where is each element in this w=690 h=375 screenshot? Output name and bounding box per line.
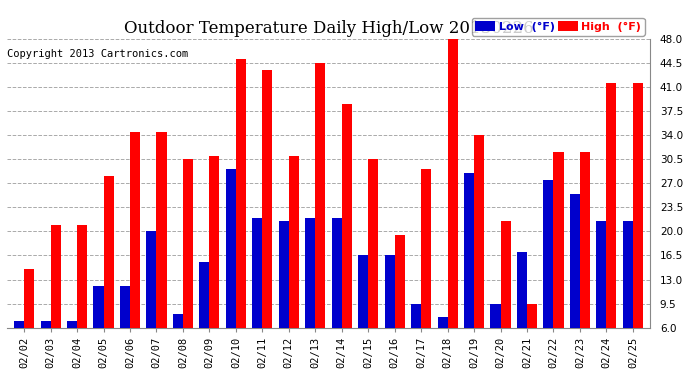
Bar (50, 225, 61, 369)
Bar (491, 304, 500, 369)
Bar (358, 255, 368, 369)
Bar (253, 217, 262, 369)
Bar (633, 83, 643, 369)
Bar (24, 269, 34, 369)
Bar (305, 217, 315, 369)
Bar (500, 221, 511, 369)
Bar (570, 194, 580, 369)
Bar (236, 59, 246, 369)
Bar (384, 255, 395, 369)
Bar (332, 217, 342, 369)
Bar (342, 104, 352, 369)
Bar (448, 39, 457, 369)
Bar (421, 170, 431, 369)
Bar (120, 286, 130, 369)
Bar (226, 170, 236, 369)
Bar (183, 159, 193, 369)
Bar (289, 156, 299, 369)
Bar (67, 321, 77, 369)
Bar (279, 221, 289, 369)
Bar (77, 225, 87, 369)
Title: Outdoor Temperature Daily High/Low 20130226: Outdoor Temperature Daily High/Low 20130… (124, 20, 533, 37)
Bar (517, 252, 527, 369)
Bar (262, 70, 273, 369)
Bar (14, 321, 24, 369)
Bar (315, 63, 326, 369)
Bar (474, 135, 484, 369)
Bar (173, 314, 183, 369)
Bar (130, 132, 140, 369)
Bar (93, 286, 104, 369)
Bar (368, 159, 378, 369)
Text: Copyright 2013 Cartronics.com: Copyright 2013 Cartronics.com (7, 49, 188, 59)
Legend: Low  (°F), High  (°F): Low (°F), High (°F) (472, 18, 644, 36)
Bar (157, 132, 166, 369)
Bar (580, 152, 590, 369)
Bar (104, 176, 114, 369)
Bar (41, 321, 50, 369)
Bar (146, 231, 157, 369)
Bar (596, 221, 607, 369)
Bar (527, 304, 537, 369)
Bar (199, 262, 209, 369)
Bar (607, 83, 616, 369)
Bar (411, 304, 421, 369)
Bar (395, 235, 405, 369)
Bar (623, 221, 633, 369)
Bar (544, 180, 553, 369)
Bar (437, 318, 448, 369)
Bar (464, 173, 474, 369)
Bar (553, 152, 564, 369)
Bar (209, 156, 219, 369)
